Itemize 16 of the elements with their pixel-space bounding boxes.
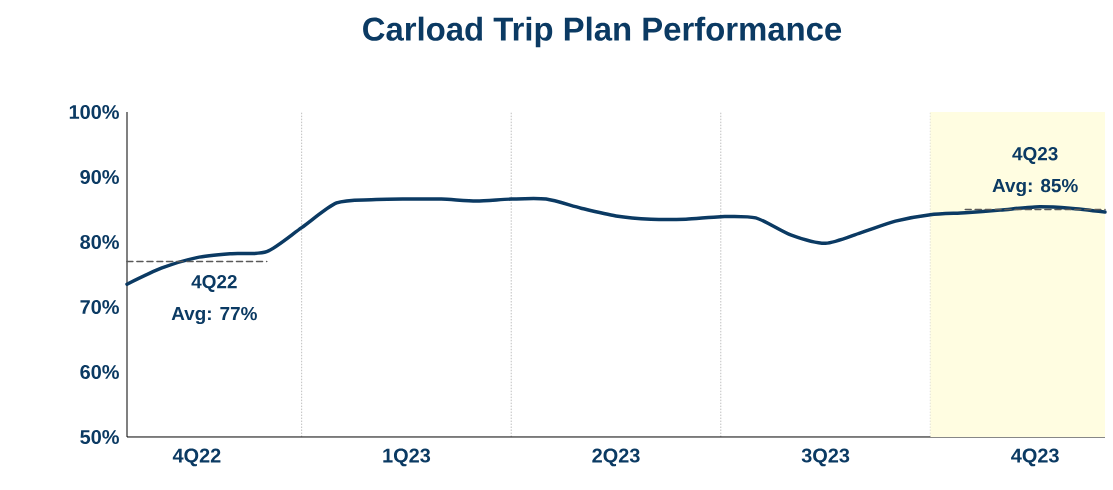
annotation: Avg: 85% [992, 178, 1078, 197]
y-tick-label: 70% [80, 299, 119, 315]
y-tick-label: 90% [80, 169, 119, 185]
annotation: 4Q23 [1012, 147, 1058, 164]
x-tick-label: 1Q23 [383, 448, 431, 467]
y-tick-label: 100% [69, 104, 119, 120]
x-tick-label: 3Q23 [801, 448, 850, 467]
y-tick-label: 60% [80, 364, 119, 380]
y-tick-label: 80% [80, 234, 119, 250]
x-tick-label: 4Q22 [172, 448, 221, 467]
chart-title: Carload Trip Plan Performance [363, 16, 842, 48]
x-tick-label: 2Q23 [592, 448, 640, 467]
x-tick-label: 4Q23 [1011, 448, 1059, 467]
annotation: Avg: 77% [171, 306, 257, 325]
annotation: 4Q22 [191, 275, 237, 292]
y-tick-label: 50% [80, 429, 119, 445]
